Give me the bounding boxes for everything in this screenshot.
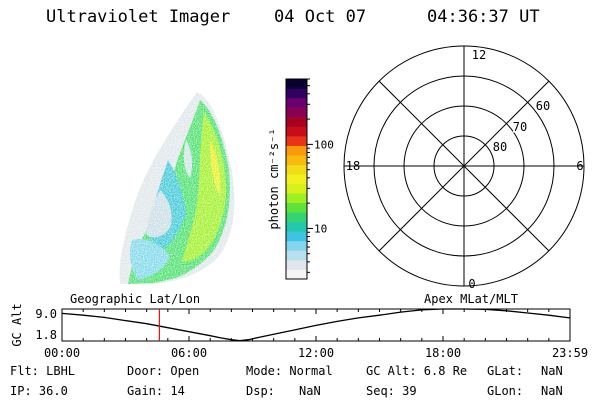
mlat-label-60: 60 [536, 99, 550, 113]
x-tick-label-4: 23:59 [552, 346, 588, 360]
colorbar-cell [286, 221, 307, 232]
colorbar-cell [286, 98, 307, 108]
colorbar-cell [286, 240, 307, 251]
polar-diagonal-2 [378, 80, 550, 252]
mlt-label-0: 0 [468, 277, 475, 291]
colorbar-cell [286, 145, 307, 156]
colorbar-cell [286, 107, 307, 118]
timeline-ylabel: GC Alt [10, 303, 24, 346]
y-tick-bottom: 1.8 [35, 328, 57, 342]
instrument-title: Ultraviolet Imager [46, 7, 231, 27]
colorbar-gradient [286, 79, 307, 280]
seq-field: Seq: 39 [366, 384, 417, 398]
x-tick-label-3: 18:00 [425, 346, 461, 360]
colorbar-cell [286, 202, 307, 213]
colorbar-cell [286, 136, 307, 146]
colorbar-ticks: 100 10 [307, 78, 334, 273]
mlt-label-12: 12 [472, 48, 486, 62]
mode-field: Mode: Normal [246, 364, 333, 378]
colorbar-unit-label: photon cm⁻²s⁻¹ [267, 128, 281, 229]
colorbar-tick-label: 10 [314, 222, 327, 235]
date-label: 04 Oct 07 [274, 7, 367, 27]
colorbar-cell [286, 88, 307, 99]
gcalt-field: GC Alt: 6.8 Re [366, 364, 468, 378]
glat-value: NaN [541, 364, 563, 378]
x-tick-label-1: 06:00 [171, 346, 207, 360]
altitude-line [61, 308, 570, 342]
colorbar-cell [286, 269, 307, 280]
mlt-label-18: 18 [346, 159, 360, 173]
colorbar-tick-label: 100 [314, 138, 334, 151]
colorbar-frame [285, 78, 308, 280]
apex-label: Apex MLat/MLT [424, 292, 518, 306]
flt-field: Flt: LBHL [10, 364, 76, 378]
dsp-value: NaN [299, 384, 321, 398]
colorbar-cell [286, 117, 307, 127]
y-tick-top: 9.0 [35, 307, 57, 321]
glat-label: GLat: [487, 364, 524, 378]
colorbar-cell [286, 174, 307, 185]
geographic-label: Geographic Lat/Lon [70, 292, 201, 306]
colorbar-cell [286, 231, 307, 242]
door-field: Door: Open [127, 364, 200, 378]
colorbar-cell [286, 155, 307, 166]
colorbar-cell [286, 164, 307, 175]
mlat-label-80: 80 [493, 140, 507, 154]
glon-value: NaN [541, 384, 563, 398]
colorbar-cell [286, 259, 307, 270]
colorbar-cell [286, 183, 307, 194]
colorbar-cell [286, 193, 307, 204]
colorbar-cell [286, 79, 307, 89]
gain-field: Gain: 14 [127, 384, 185, 398]
mlat-label-70: 70 [513, 120, 527, 134]
ip-field: IP: 36.0 [10, 384, 68, 398]
time-label: 04:36:37 UT [427, 7, 540, 27]
colorbar-cell [286, 212, 307, 223]
x-tick-label-2: 12:00 [298, 346, 334, 360]
mlt-label-6: 6 [576, 159, 583, 173]
dsp-label: Dsp: [246, 384, 275, 398]
colorbar-cell [286, 126, 307, 137]
x-tick-label-0: 00:00 [44, 346, 80, 360]
colorbar-cell [286, 250, 307, 261]
glon-label: GLon: [487, 384, 524, 398]
